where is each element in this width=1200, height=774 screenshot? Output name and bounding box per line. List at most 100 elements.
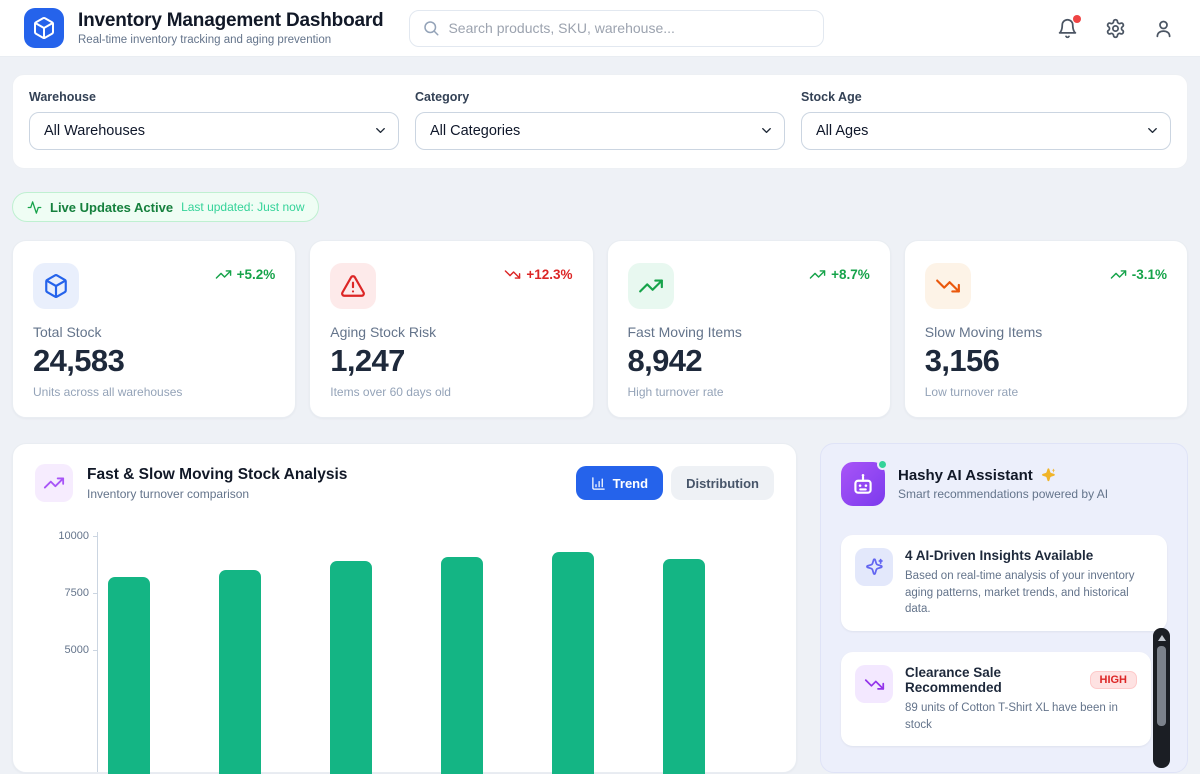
last-updated-text: Last updated: Just now: [181, 200, 305, 214]
y-axis-tick-mark: [93, 650, 98, 651]
trend-value: +5.2%: [236, 267, 276, 282]
stock-analysis-chart-card: Fast & Slow Moving Stock Analysis Invent…: [12, 443, 797, 774]
insights-summary-body: Based on real-time analysis of your inve…: [905, 570, 1135, 616]
notification-dot: [1073, 14, 1081, 23]
ai-panel-subtitle: Smart recommendations powered by AI: [898, 487, 1109, 501]
stat-value: 3,156: [924, 343, 1000, 378]
sparkles-icon: [1040, 467, 1057, 484]
stat-description: Units across all warehouses: [33, 385, 183, 399]
recommendation-item-clearance-sale[interactable]: Clearance Sale Recommended HIGH 89 units…: [841, 652, 1151, 747]
distribution-tab-button[interactable]: Distribution: [671, 466, 774, 500]
trending-down-icon: [855, 665, 893, 704]
trend-value: +8.7%: [831, 267, 870, 282]
y-axis-tick-mark: [93, 593, 98, 594]
search-icon: [422, 19, 440, 37]
stat-label: Aging Stock Risk: [330, 324, 437, 340]
user-profile-button[interactable]: [1153, 18, 1174, 39]
stat-value: 8,942: [627, 343, 703, 378]
gear-icon: [1106, 18, 1125, 38]
insights-summary-title: 4 AI-Driven Insights Available: [905, 548, 1094, 563]
filter-select-category[interactable]: All Categories: [415, 112, 785, 150]
filter-label-category: Category: [415, 90, 470, 104]
app-header: Inventory Management Dashboard Real-time…: [0, 0, 1200, 57]
live-updates-label: Live Updates Active: [50, 199, 174, 215]
stat-description: High turnover rate: [627, 385, 724, 399]
ai-panel-title: Hashy AI Assistant: [898, 467, 1033, 484]
notifications-button[interactable]: [1057, 14, 1081, 39]
trending-down-icon: [505, 270, 521, 279]
trend-tab-button[interactable]: Trend: [575, 466, 664, 500]
stat-cards-row: +5.2% Total Stock 24,583 Units across al…: [12, 240, 1188, 418]
stat-value: 1,247: [330, 343, 405, 378]
trend-badge: +12.3%: [504, 266, 573, 283]
bar-chart-plot: 10000 7500 5000: [13, 444, 796, 774]
user-icon: [1156, 20, 1171, 37]
bar-fast-moving-units-4: [552, 551, 594, 774]
page-subtitle: Real-time inventory tracking and aging p…: [78, 34, 332, 46]
stat-label: Slow Moving Items: [924, 324, 1043, 340]
settings-button[interactable]: [1105, 18, 1126, 39]
stat-card-total-stock: +5.2% Total Stock 24,583 Units across al…: [12, 240, 297, 418]
search-input[interactable]: [409, 9, 825, 47]
stat-value: 24,583: [33, 343, 125, 378]
priority-badge: HIGH: [1089, 671, 1137, 690]
bar-fast-moving-units-3: [441, 556, 483, 774]
bell-icon: [1058, 18, 1077, 38]
package-icon: [33, 263, 79, 309]
search-bar: [409, 9, 825, 47]
bar-fast-moving-units-1: [219, 570, 261, 774]
ai-assistant-panel: Hashy AI Assistant Smart recommendations…: [820, 443, 1188, 773]
chart-subtitle: Inventory turnover comparison: [87, 486, 250, 501]
trend-badge: +8.7%: [809, 266, 870, 283]
scroll-up-arrow-icon[interactable]: [1157, 635, 1166, 641]
chart-title: Fast & Slow Moving Stock Analysis: [87, 465, 348, 483]
y-axis-tick-label: 10000: [58, 530, 89, 542]
robot-icon: [841, 459, 888, 506]
trending-up-icon: [627, 263, 674, 309]
online-status-dot: [877, 459, 888, 470]
warning-triangle-icon: [330, 263, 377, 309]
y-axis-tick-label: 5000: [64, 644, 89, 656]
scrollbar-thumb[interactable]: [1157, 646, 1166, 726]
live-updates-badge: Live Updates Active Last updated: Just n…: [12, 192, 320, 222]
activity-icon: [27, 200, 42, 215]
package-icon: [34, 17, 54, 39]
filter-select-warehouse[interactable]: All Warehouses: [29, 112, 399, 150]
trending-up-icon: [215, 270, 231, 279]
filter-category: Category All Categories: [415, 90, 785, 168]
trending-up-icon: [1110, 270, 1127, 279]
stat-label: Fast Moving Items: [627, 324, 742, 340]
sparkles-icon: [855, 548, 893, 586]
trend-badge: +5.2%: [215, 266, 276, 283]
bar-fast-moving-units-2: [330, 561, 372, 774]
stat-description: Items over 60 days old: [330, 385, 451, 399]
y-axis-tick-label: 7500: [64, 587, 89, 599]
stat-description: Low turnover rate: [924, 385, 1019, 399]
recommendation-title: Clearance Sale Recommended: [905, 665, 1002, 696]
trending-up-icon: [809, 270, 826, 279]
trend-value: +12.3%: [526, 267, 573, 282]
stat-card-aging-stock-risk: +12.3% Aging Stock Risk 1,247 Items over…: [309, 240, 594, 418]
page-title: Inventory Management Dashboard: [78, 10, 384, 31]
filter-label-stock-age: Stock Age: [801, 90, 862, 104]
ai-insights-summary-card: 4 AI-Driven Insights Available Based on …: [841, 535, 1167, 632]
trend-value: -3.1%: [1131, 267, 1167, 282]
stat-card-slow-moving: -3.1% Slow Moving Items 3,156 Low turnov…: [903, 240, 1188, 418]
bar-fast-moving-units-0: [108, 577, 150, 774]
y-axis-line: [97, 532, 98, 772]
bar-chart-icon: [591, 476, 605, 490]
insights-scrollbar[interactable]: [1153, 628, 1170, 768]
filter-select-stock-age[interactable]: All Ages: [801, 112, 1171, 150]
filter-stock-age: Stock Age All Ages: [801, 90, 1171, 168]
filter-label-warehouse: Warehouse: [29, 90, 96, 104]
trending-up-icon: [35, 464, 73, 502]
bar-fast-moving-units-5: [663, 558, 705, 774]
filter-warehouse: Warehouse All Warehouses: [29, 90, 399, 168]
recommendation-body: 89 units of Cotton T-Shirt XL have been …: [905, 702, 1118, 731]
app-logo: [24, 8, 64, 48]
trending-down-icon: [924, 263, 971, 309]
trend-badge: -3.1%: [1110, 266, 1167, 283]
y-axis-tick-mark: [93, 536, 98, 537]
stat-label: Total Stock: [33, 324, 102, 340]
filters-panel: Warehouse All Warehouses Category All Ca…: [12, 74, 1188, 169]
